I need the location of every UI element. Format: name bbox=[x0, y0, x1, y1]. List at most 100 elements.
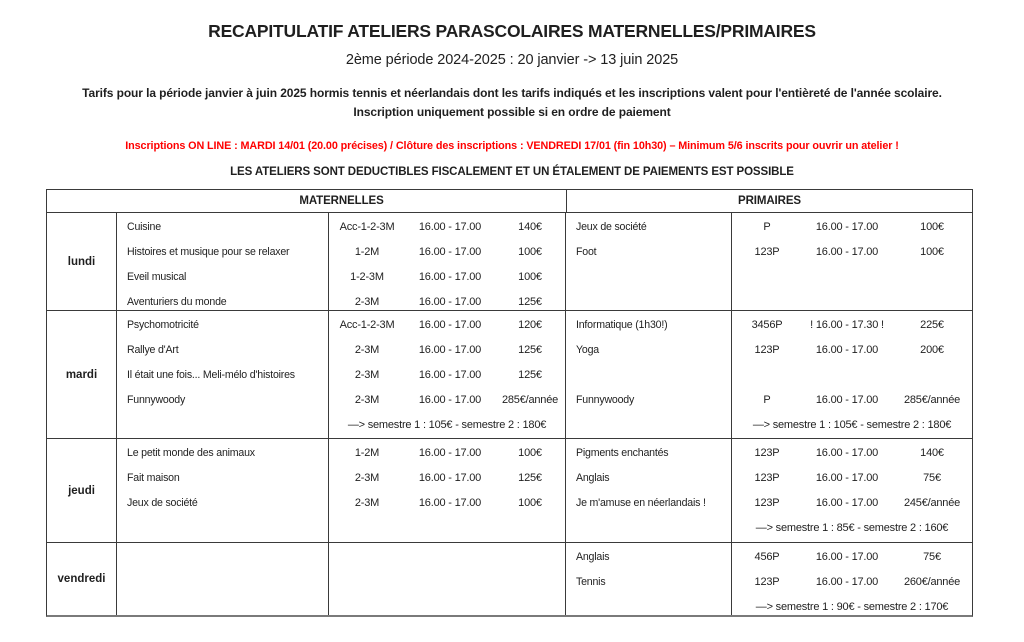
activity-name: Cuisine bbox=[127, 221, 161, 233]
activity-time: ! 16.00 - 17.30 ! bbox=[810, 319, 884, 331]
activity-name bbox=[576, 363, 728, 388]
activity-group: 3456P bbox=[751, 319, 783, 331]
activity-details-line: 2-3M 16.00 - 17.00 125€ bbox=[329, 338, 565, 363]
activity-price: 120€ bbox=[518, 319, 542, 331]
activity-name: Tennis bbox=[576, 576, 606, 588]
activities-table: MATERNELLES PRIMAIRES lundi Cuisine Histoi… bbox=[46, 189, 973, 617]
activity-time: 16.00 - 17.00 bbox=[815, 394, 879, 406]
activity-price bbox=[892, 363, 972, 388]
activity-price: 125€ bbox=[518, 344, 542, 356]
activity-group: 123P bbox=[754, 447, 780, 459]
activity-name: Foot bbox=[576, 246, 597, 258]
activity-time: 16.00 - 17.00 bbox=[418, 271, 482, 283]
activity-name: Aventuriers du monde bbox=[127, 296, 227, 308]
primaires-details-cell: P 16.00 - 17.00 100€ 123P 16.00 - 17.00 100€ bbox=[732, 213, 972, 310]
primaires-details-cell: 123P 16.00 - 17.00 140€ 123P 16.00 - 17.00 75… bbox=[732, 439, 972, 542]
activity-time: 16.00 - 17.00 bbox=[815, 221, 879, 233]
semester-note: —> semestre 1 : 105€ - semestre 2 : 180€ bbox=[347, 419, 547, 431]
primaires-activities-cell: Informatique (1h30!) Yoga Funnywoody bbox=[566, 311, 732, 438]
activity-group: 123P bbox=[754, 344, 780, 356]
day-label: mardi bbox=[47, 311, 117, 438]
day-label: jeudi bbox=[47, 439, 117, 542]
semester-note: —> semestre 1 : 90€ - semestre 2 : 170€ bbox=[755, 601, 949, 613]
activity-group bbox=[732, 363, 802, 388]
activity-group: Acc-1-2-3M bbox=[339, 319, 395, 331]
activity-price: 100€ bbox=[518, 447, 542, 459]
activity-price: 100€ bbox=[920, 221, 944, 233]
maternelles-activities-cell: Psychomotricité Rallye d'Art Il était une … bbox=[117, 311, 329, 438]
activity-time: 16.00 - 17.00 bbox=[815, 551, 879, 563]
activity-name: Il était une fois... Meli-mélo d'histoir… bbox=[127, 369, 295, 381]
activity-details-line: 456P 16.00 - 17.00 75€ bbox=[732, 545, 972, 570]
activity-group: 2-3M bbox=[354, 472, 380, 484]
column-header-primaires: PRIMAIRES bbox=[566, 190, 972, 212]
activity-time: 16.00 - 17.00 bbox=[815, 246, 879, 258]
activity-price: 75€ bbox=[923, 551, 941, 563]
activity-price: 140€ bbox=[518, 221, 542, 233]
deductible-note: LES ATELIERS SONT DEDUCTIBLES FISCALEMEN… bbox=[230, 166, 794, 178]
activity-time: 16.00 - 17.00 bbox=[815, 472, 879, 484]
activity-details-line: 123P 16.00 - 17.00 200€ bbox=[732, 338, 972, 363]
activity-group: 123P bbox=[754, 497, 780, 509]
activity-details-line: 123P 16.00 - 17.00 245€/année bbox=[732, 491, 972, 516]
table-header-row: MATERNELLES PRIMAIRES bbox=[47, 190, 972, 212]
activity-name: Pigments enchantés bbox=[576, 447, 669, 459]
activity-name: Eveil musical bbox=[127, 271, 187, 283]
day-label: lundi bbox=[47, 213, 117, 310]
activity-time bbox=[802, 363, 892, 388]
maternelles-details-cell: 1-2M 16.00 - 17.00 100€ 2-3M 16.00 - 17.00 12… bbox=[329, 439, 566, 542]
table-row-vendredi: vendredi Anglais Tennis 456P 16.00 - 17.00 75… bbox=[47, 542, 972, 615]
activity-group: 2-3M bbox=[354, 369, 380, 381]
activity-details-line: Acc-1-2-3M 16.00 - 17.00 140€ bbox=[329, 215, 565, 240]
activity-details-line: 2-3M 16.00 - 17.00 285€/année bbox=[329, 388, 565, 413]
activity-price: 245€/année bbox=[903, 497, 961, 509]
activity-time: 16.00 - 17.00 bbox=[418, 246, 482, 258]
primaires-activities-cell: Pigments enchantés Anglais Je m'amuse en n… bbox=[566, 439, 732, 542]
activity-group: 2-3M bbox=[354, 394, 380, 406]
activity-details-line bbox=[732, 363, 972, 388]
activity-price: 125€ bbox=[518, 369, 542, 381]
semester-note: —> semestre 1 : 85€ - semestre 2 : 160€ bbox=[755, 522, 949, 534]
activity-details-line: 123P 16.00 - 17.00 260€/année bbox=[732, 570, 972, 595]
activity-price: 140€ bbox=[920, 447, 944, 459]
activity-price: 200€ bbox=[920, 344, 944, 356]
activity-details-line: P 16.00 - 17.00 285€/année bbox=[732, 388, 972, 413]
activity-details-line: 2-3M 16.00 - 17.00 125€ bbox=[329, 466, 565, 491]
semester-note: —> semestre 1 : 105€ - semestre 2 : 180€ bbox=[752, 419, 952, 431]
activity-name: Je m'amuse en néerlandais ! bbox=[576, 497, 706, 509]
activity-name: Psychomotricité bbox=[127, 319, 199, 331]
page-subtitle: 2ème période 2024-2025 : 20 janvier -> 1… bbox=[345, 52, 679, 68]
activity-time: 16.00 - 17.00 bbox=[815, 576, 879, 588]
activity-time: 16.00 - 17.00 bbox=[418, 497, 482, 509]
activity-details-line: 2-3M 16.00 - 17.00 125€ bbox=[329, 290, 565, 310]
table-row-mardi: mardi Psychomotricité Rallye d'Art Il était… bbox=[47, 310, 972, 438]
page-title: RECAPITULATIF ATELIERS PARASCOLAIRES MAT… bbox=[208, 21, 816, 41]
activity-time: 16.00 - 17.00 bbox=[418, 394, 482, 406]
activity-price: 100€ bbox=[518, 497, 542, 509]
activity-details-line: P 16.00 - 17.00 100€ bbox=[732, 215, 972, 240]
activity-group: 2-3M bbox=[354, 344, 380, 356]
activity-name: Funnywoody bbox=[576, 394, 635, 406]
activity-name: Anglais bbox=[576, 551, 610, 563]
maternelles-details-cell: Acc-1-2-3M 16.00 - 17.00 140€ 1-2M 16.00 - 1… bbox=[329, 213, 566, 310]
activity-group: 1-2M bbox=[354, 246, 380, 258]
activity-price: 125€ bbox=[518, 296, 542, 308]
primaires-details-cell: 3456P ! 16.00 - 17.30 ! 225€ 123P 16.00 - 17… bbox=[732, 311, 972, 438]
activity-time: 16.00 - 17.00 bbox=[815, 497, 879, 509]
activity-details-line: 1-2M 16.00 - 17.00 100€ bbox=[329, 441, 565, 466]
table-body: lundi Cuisine Histoires et musique pour se… bbox=[47, 212, 972, 615]
activity-details-line: 123P 16.00 - 17.00 100€ bbox=[732, 240, 972, 265]
activity-name: Rallye d'Art bbox=[127, 344, 179, 356]
activity-group: 123P bbox=[754, 472, 780, 484]
activity-name: Funnywoody bbox=[127, 394, 186, 406]
activity-group: 2-3M bbox=[354, 296, 380, 308]
activity-price: 100€ bbox=[518, 271, 542, 283]
activity-time: 16.00 - 17.00 bbox=[418, 296, 482, 308]
activity-group: 1-2-3M bbox=[350, 271, 384, 283]
activity-details-line: 2-3M 16.00 - 17.00 100€ bbox=[329, 491, 565, 516]
activity-details-line: 3456P ! 16.00 - 17.30 ! 225€ bbox=[732, 313, 972, 338]
maternelles-details-cell bbox=[329, 543, 566, 615]
primaires-details-cell: 456P 16.00 - 17.00 75€ 123P 16.00 - 17.00 260… bbox=[732, 543, 972, 615]
primaires-activities-cell: Jeux de société Foot bbox=[566, 213, 732, 310]
